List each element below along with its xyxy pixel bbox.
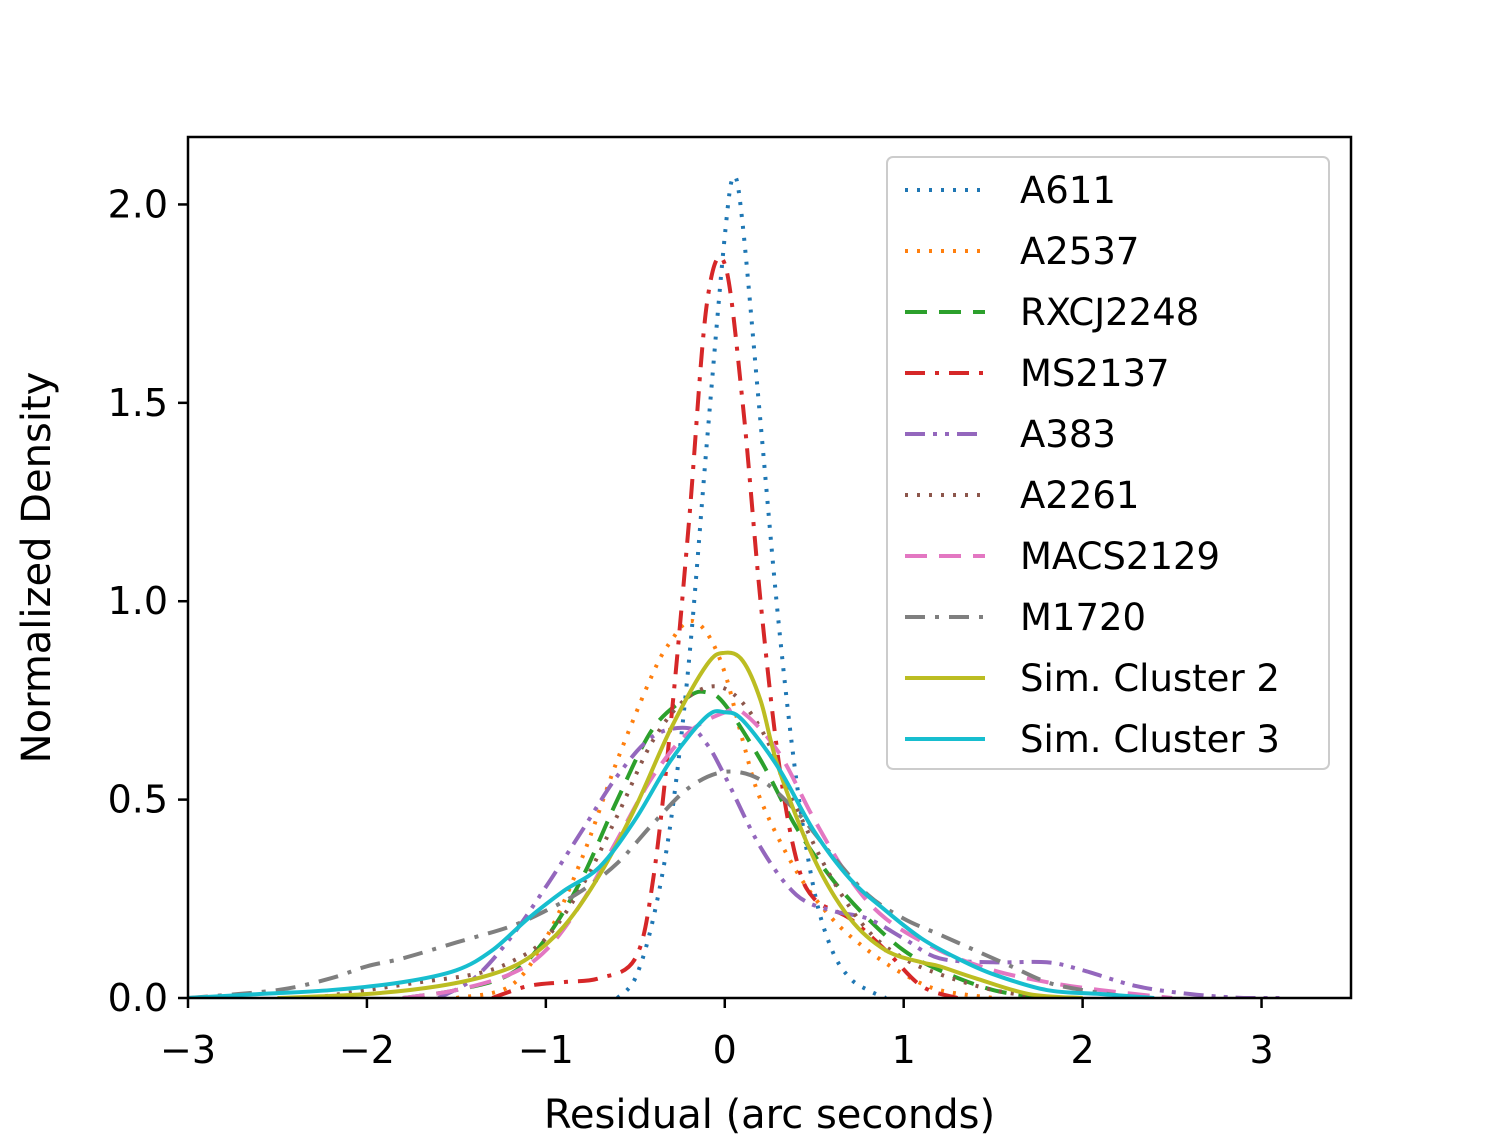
x-tick-label: −3 xyxy=(160,1028,216,1072)
x-tick-label: 1 xyxy=(892,1028,916,1072)
legend-box xyxy=(886,156,1330,770)
legend: A611 A2537 RXCJ2248 MS2137 A383 A2261 MACS2129… xyxy=(886,156,1330,770)
legend-label-macs2129: MACS2129 xyxy=(1020,535,1220,578)
legend-label-a2261: A2261 xyxy=(1020,474,1139,517)
y-axis-label: Normalized Density xyxy=(14,372,60,764)
legend-label-ms2137: MS2137 xyxy=(1020,352,1170,395)
x-tick-label: 3 xyxy=(1249,1028,1273,1072)
y-tick-label: 0.0 xyxy=(108,976,168,1020)
y-tick-label: 1.0 xyxy=(108,579,168,623)
series-line-sim-cluster-2 xyxy=(277,650,1083,998)
y-tick-label: 2.0 xyxy=(108,182,168,226)
x-axis-label: Residual (arc seconds) xyxy=(544,1092,995,1138)
series-line-macs2129 xyxy=(402,706,1173,998)
plot-frame xyxy=(186,135,1353,1000)
legend-label-rxcj2248: RXCJ2248 xyxy=(1020,291,1199,334)
legend-label-m1720: M1720 xyxy=(1020,596,1146,639)
series-line-rxcj2248 xyxy=(402,689,1048,998)
x-tick-label: −2 xyxy=(339,1028,395,1072)
y-tick-label: 0.5 xyxy=(108,778,168,822)
legend-label-sim-cluster-3: Sim. Cluster 3 xyxy=(1020,718,1280,761)
x-tick-label: 0 xyxy=(713,1028,737,1072)
legend-label-a611: A611 xyxy=(1020,169,1116,212)
legend-label-a2537: A2537 xyxy=(1020,230,1139,273)
x-tick-label: −1 xyxy=(518,1028,574,1072)
series-line-m1720 xyxy=(188,769,1137,998)
series-line-sim-cluster-3 xyxy=(188,709,1155,998)
y-axis: 0.0 0.5 1.0 1.5 2.0 xyxy=(108,182,188,1020)
x-tick-label: 2 xyxy=(1071,1028,1095,1072)
legend-label-sim-cluster-2: Sim. Cluster 2 xyxy=(1020,657,1280,700)
series-layer xyxy=(188,174,1280,998)
y-tick-label: 1.5 xyxy=(108,381,168,425)
x-axis: −3 −2 −1 0 1 2 3 xyxy=(160,998,1274,1072)
legend-label-a383: A383 xyxy=(1020,413,1116,456)
series-line-ms2137 xyxy=(491,255,958,998)
series-line-a383 xyxy=(437,725,1280,998)
